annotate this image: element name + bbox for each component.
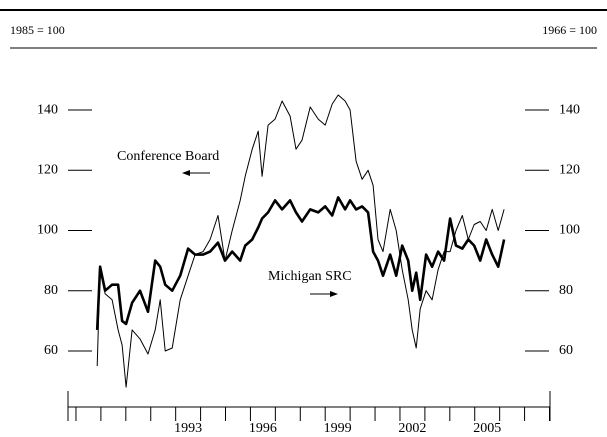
x-tick-label: 2002 (398, 421, 426, 436)
annotation: Michigan SRC (268, 269, 352, 284)
y2-tick-label: 80 (559, 283, 573, 298)
x-tick-label: 1999 (324, 421, 352, 436)
annotation: Conference Board (117, 149, 219, 164)
arrow (310, 291, 338, 297)
y-tick-label: 80 (44, 283, 58, 298)
y-tick-label: 120 (37, 162, 58, 177)
series-line (95, 196, 506, 330)
y2-tick-label: 120 (559, 162, 580, 177)
y-tick-label: 140 (37, 102, 58, 117)
arrow (182, 170, 210, 176)
y-tick-label: 100 (37, 223, 58, 238)
x-tick-label: 1996 (249, 421, 277, 436)
x-tick-label: 2005 (473, 421, 501, 436)
y2-tick-label: 100 (559, 223, 580, 238)
y-axis-label: 1985 = 100 (10, 23, 65, 37)
y2-tick-label: 60 (559, 343, 573, 358)
series-line (96, 94, 505, 388)
y-tick-label: 60 (44, 343, 58, 358)
y2-axis-label: 1966 = 100 (542, 23, 597, 37)
y2-tick-label: 140 (559, 102, 580, 117)
x-tick-label: 1993 (174, 421, 202, 436)
